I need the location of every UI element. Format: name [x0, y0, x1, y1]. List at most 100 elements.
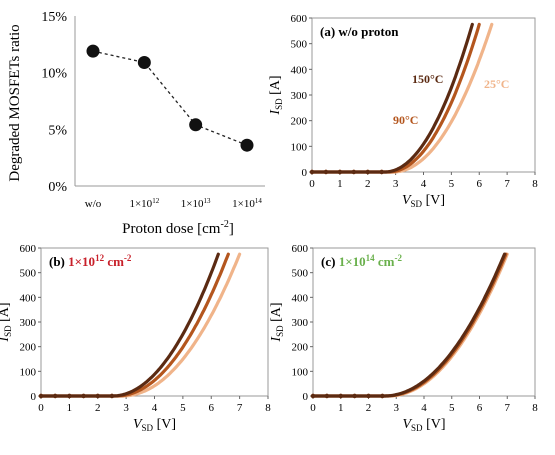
- panel-label: (c) 1×1014 cm-2: [321, 253, 402, 269]
- y-tick-label: 5%: [48, 123, 67, 138]
- series-curve: [39, 252, 230, 398]
- x-tick-label: 2: [365, 178, 371, 190]
- x-tick-label: 8: [532, 178, 538, 190]
- y-tick-label: 0: [31, 391, 37, 403]
- y-tick-label: 500: [291, 39, 308, 51]
- x-tick-label: 3: [394, 402, 400, 414]
- y-tick-label: 400: [20, 292, 37, 304]
- y-axis-title: ISD [A]: [269, 302, 285, 342]
- x-tick-label: 2: [366, 402, 372, 414]
- data-point: [365, 169, 370, 175]
- x-tick-label: 6: [209, 402, 215, 414]
- x-tick-label: 6: [477, 402, 483, 414]
- data-point: [366, 393, 371, 399]
- x-tick-label: 0: [38, 402, 44, 414]
- y-tick-label: 400: [291, 64, 308, 76]
- x-tick-label: 1: [67, 402, 73, 414]
- x-tick-label: 8: [532, 402, 538, 414]
- y-tick-label: 600: [292, 243, 309, 255]
- series-curve: [311, 252, 508, 398]
- series-curve: [39, 252, 220, 398]
- x-tick-label: 7: [505, 402, 511, 414]
- degraded-chart: 0% 5% 10% 15% w/o 1×1012 1×1013 1×1014 Degraded …: [7, 10, 265, 237]
- data-point: [352, 393, 357, 399]
- iv-panel-a: 0 1 2 3 4 5 6 7 8 0 100 200 300 400 500 600 (a) w/o prot…: [268, 13, 538, 209]
- x-tick-label: w/o: [85, 198, 102, 210]
- data-point: [95, 393, 100, 399]
- x-tick-label: 7: [237, 402, 243, 414]
- y-tick-label: 100: [291, 141, 308, 153]
- y-tick-label: 300: [291, 90, 308, 102]
- temperature-label: 150°C: [412, 72, 443, 86]
- iv-panel-b: 0 1 2 3 4 5 6 7 8 0 100 200 300 400 500 600 (b) 1×1012 c…: [0, 243, 271, 433]
- iv-panel-c: 0 1 2 3 4 5 6 7 8 0 100 200 300 400 500 600 (c) 1×1014 c…: [269, 243, 538, 433]
- x-tick-label: 1: [338, 402, 344, 414]
- y-tick-label: 15%: [41, 10, 67, 25]
- x-tick-label: 3: [123, 402, 129, 414]
- data-point: [324, 393, 330, 399]
- x-tick-label: 3: [393, 178, 399, 190]
- x-tick-label: 1: [337, 178, 343, 190]
- y-axis-title: ISD [A]: [268, 75, 284, 115]
- x-tick-label: 0: [309, 178, 315, 190]
- x-tick-label: 4: [421, 178, 427, 190]
- y-tick-label: 500: [292, 268, 309, 280]
- x-tick-label: 2: [95, 402, 101, 414]
- x-tick-label: 5: [449, 178, 455, 190]
- data-point: [137, 55, 151, 69]
- x-tick-label: 4: [421, 402, 427, 414]
- y-tick-label: 400: [292, 292, 309, 304]
- data-point: [309, 169, 315, 175]
- y-tick-label: 0: [303, 391, 309, 403]
- y-tick-label: 200: [20, 342, 37, 354]
- x-tick-label: 0: [310, 402, 316, 414]
- data-point: [52, 393, 58, 399]
- x-tick-label: 1×1013: [181, 197, 211, 210]
- series-curve: [310, 22, 474, 174]
- data-point: [38, 393, 44, 399]
- x-tick-label: 8: [265, 402, 271, 414]
- data-point: [189, 118, 203, 132]
- y-tick-label: 0%: [48, 180, 67, 195]
- data-point: [67, 393, 72, 399]
- x-axis-title: Proton dose [cm-2]: [122, 219, 234, 237]
- data-point: [86, 44, 100, 58]
- data-point: [323, 169, 329, 175]
- data-point: [109, 393, 115, 399]
- data-point: [240, 138, 254, 152]
- temperature-label: 25°C: [484, 77, 509, 91]
- data-point: [338, 393, 343, 399]
- data-point: [379, 169, 384, 175]
- y-tick-label: 600: [291, 13, 308, 25]
- y-tick-label: 500: [20, 268, 37, 280]
- series-curve: [311, 252, 509, 398]
- data-point: [310, 393, 316, 399]
- y-tick-label: 600: [20, 243, 37, 255]
- x-tick-label: 1×1014: [232, 197, 262, 210]
- y-tick-label: 200: [292, 342, 309, 354]
- x-tick-label: 7: [504, 178, 510, 190]
- data-point: [351, 169, 357, 175]
- x-tick-label: 5: [449, 402, 455, 414]
- y-axis-title: ISD [A]: [0, 302, 13, 342]
- y-tick-label: 0: [302, 167, 308, 179]
- y-tick-label: 300: [292, 317, 309, 329]
- data-point: [337, 169, 343, 175]
- y-axis-title: Degraded MOSFETs ratio: [7, 24, 23, 181]
- x-tick-label: 6: [477, 178, 483, 190]
- y-tick-label: 300: [20, 317, 37, 329]
- y-tick-label: 200: [291, 116, 308, 128]
- data-point: [81, 393, 86, 399]
- x-axis-title: VSD [V]: [402, 417, 445, 433]
- panel-label: (a) w/o proton: [320, 24, 399, 39]
- x-tick-label: 4: [152, 402, 158, 414]
- y-tick-label: 10%: [41, 67, 67, 82]
- series-curve: [310, 22, 481, 174]
- y-tick-label: 100: [20, 366, 37, 378]
- series-line: [92, 50, 248, 146]
- x-tick-label: 1×1012: [129, 197, 159, 210]
- x-tick-label: 5: [180, 402, 186, 414]
- data-point: [380, 393, 385, 399]
